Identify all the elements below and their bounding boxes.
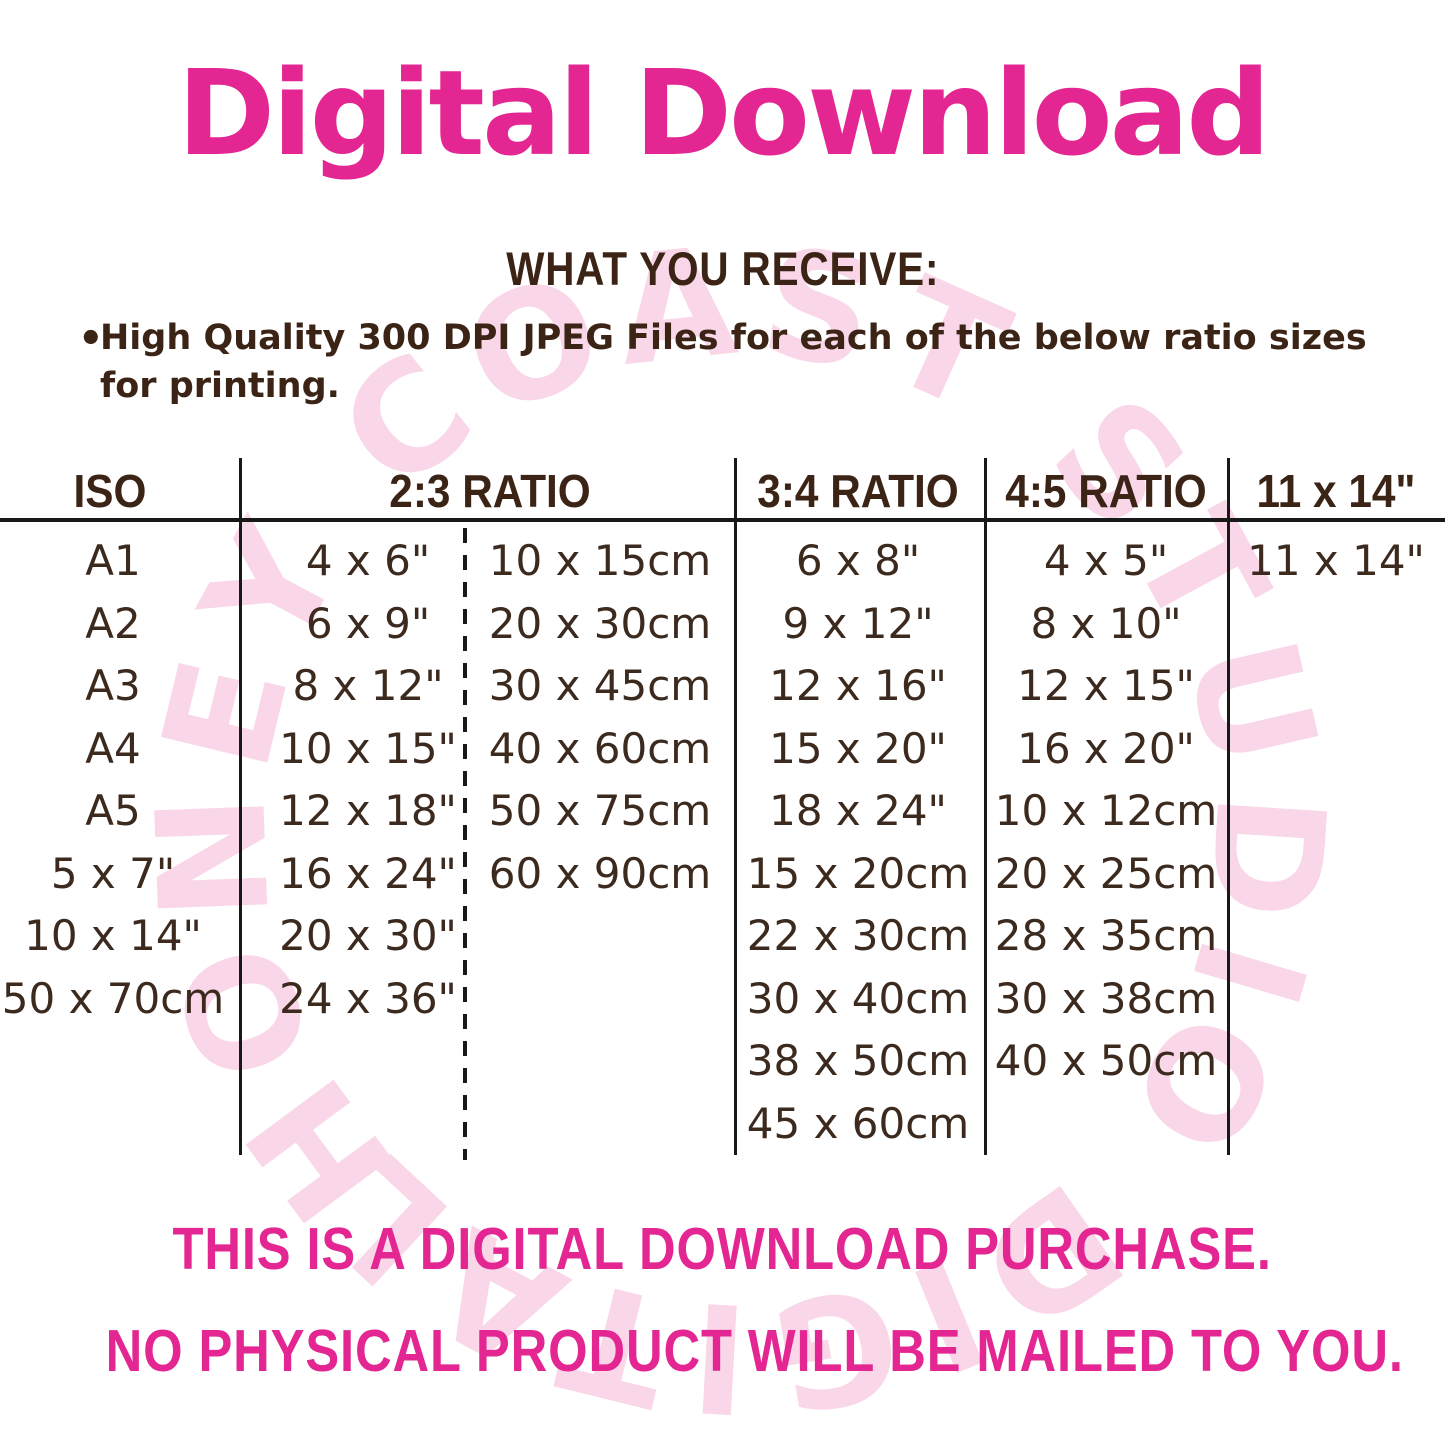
- table-cell-ratio-4-5: 30 x 38cm: [994, 973, 1218, 1023]
- page-title: Digital Download: [177, 44, 1271, 182]
- col-header-11x14: 11 x 14": [1256, 465, 1416, 517]
- table-cell-ratio-2-3-inches: 16 x 24": [279, 848, 457, 898]
- table-cell-ratio-4-5: 12 x 15": [1017, 661, 1195, 710]
- table-cell-ratio-3-4: 38 x 50cm: [746, 1036, 970, 1085]
- table-header-rule: [0, 518, 1445, 522]
- table-cell-ratio-3-4: 15 x 20cm: [746, 848, 970, 898]
- table-cell-ratio-3-4: 12 x 16": [769, 661, 947, 710]
- section-heading: WHAT YOU RECEIVE:: [0, 240, 1445, 299]
- table-cell-ratio-4-5: 4 x 5": [1043, 536, 1169, 585]
- table-cell-ratio-2-3-inches: 4 x 6": [305, 536, 431, 585]
- footer-notice-1-text: THIS IS A DIGITAL DOWNLOAD PURCHASE.: [172, 1216, 1273, 1282]
- footer-notice-1: THIS IS A DIGITAL DOWNLOAD PURCHASE.: [0, 1218, 1445, 1280]
- table-cell-ratio-2-3-cm: 20 x 30cm: [488, 598, 712, 648]
- table-divider-34-45: [984, 458, 987, 1155]
- section-heading-text: WHAT YOU RECEIVE:: [505, 242, 940, 295]
- table-cell-iso: A1: [85, 536, 141, 585]
- footer-notice-2: NO PHYSICAL PRODUCT WILL BE MAILED TO YO…: [0, 1320, 1445, 1382]
- table-cell-ratio-2-3-inches: 20 x 30": [279, 911, 457, 960]
- col-header-4-5: 4:5 RATIO: [1005, 465, 1207, 517]
- table-cell-ratio-4-5: 16 x 20": [1017, 723, 1195, 773]
- table-cell-ratio-2-3-inches: 6 x 9": [305, 598, 431, 648]
- bullet-text: High Quality 300 DPI JPEG Files for each…: [100, 318, 1367, 406]
- table-divider-dashed-inch-cm: [463, 528, 467, 1160]
- table-cell-size-11x14: 11 x 14": [1247, 536, 1425, 585]
- bullet-item: • High Quality 300 DPI JPEG Files for ea…: [70, 314, 1390, 410]
- table-cell-ratio-3-4: 9 x 12": [782, 598, 934, 648]
- table-cell-ratio-4-5: 10 x 12cm: [994, 786, 1218, 835]
- table-cell-ratio-3-4: 22 x 30cm: [746, 911, 970, 960]
- table-divider-45-11x14: [1227, 458, 1230, 1155]
- col-header-iso: ISO: [73, 465, 147, 517]
- table-cell-iso: A3: [85, 661, 141, 710]
- table-cell-ratio-2-3-cm: 50 x 75cm: [488, 786, 712, 835]
- col-header-3-4: 3:4 RATIO: [757, 465, 959, 517]
- table-cell-ratio-4-5: 40 x 50cm: [994, 1036, 1218, 1085]
- table-cell-ratio-2-3-cm: 40 x 60cm: [488, 723, 712, 773]
- table-cell-iso: A5: [85, 786, 141, 835]
- table-cell-ratio-3-4: 15 x 20": [769, 723, 947, 773]
- col-header-2-3: 2:3 RATIO: [389, 465, 591, 517]
- bullet-marker: •: [78, 316, 104, 362]
- table-cell-ratio-3-4: 30 x 40cm: [746, 973, 970, 1023]
- table-cell-iso: 10 x 14": [24, 911, 202, 960]
- table-cell-ratio-4-5: 28 x 35cm: [994, 911, 1218, 960]
- table-cell-ratio-2-3-cm: 30 x 45cm: [488, 661, 712, 710]
- table-cell-iso: A2: [85, 598, 141, 648]
- table-cell-ratio-4-5: 8 x 10": [1030, 598, 1182, 648]
- table-cell-ratio-3-4: 6 x 8": [795, 536, 921, 585]
- table-cell-iso: 50 x 70cm: [1, 973, 225, 1023]
- table-cell-ratio-2-3-inches: 10 x 15": [279, 723, 457, 773]
- table-divider-iso: [239, 458, 242, 1155]
- table-cell-ratio-2-3-inches: 12 x 18": [279, 786, 457, 835]
- table-cell-ratio-3-4: 45 x 60cm: [746, 1098, 970, 1148]
- table-cell-iso: A4: [85, 723, 141, 773]
- table-cell-ratio-2-3-cm: 10 x 15cm: [488, 536, 712, 585]
- table-cell-ratio-2-3-cm: 60 x 90cm: [488, 848, 712, 898]
- table-divider-23-34: [734, 458, 737, 1155]
- table-cell-ratio-2-3-inches: 24 x 36": [279, 973, 457, 1023]
- table-cell-ratio-4-5: 20 x 25cm: [994, 848, 1218, 898]
- footer-notice-2-text: NO PHYSICAL PRODUCT WILL BE MAILED TO YO…: [105, 1318, 1404, 1384]
- table-cell-iso: 5 x 7": [50, 848, 176, 898]
- table-cell-ratio-3-4: 18 x 24": [769, 786, 947, 835]
- table-cell-ratio-2-3-inches: 8 x 12": [292, 661, 444, 710]
